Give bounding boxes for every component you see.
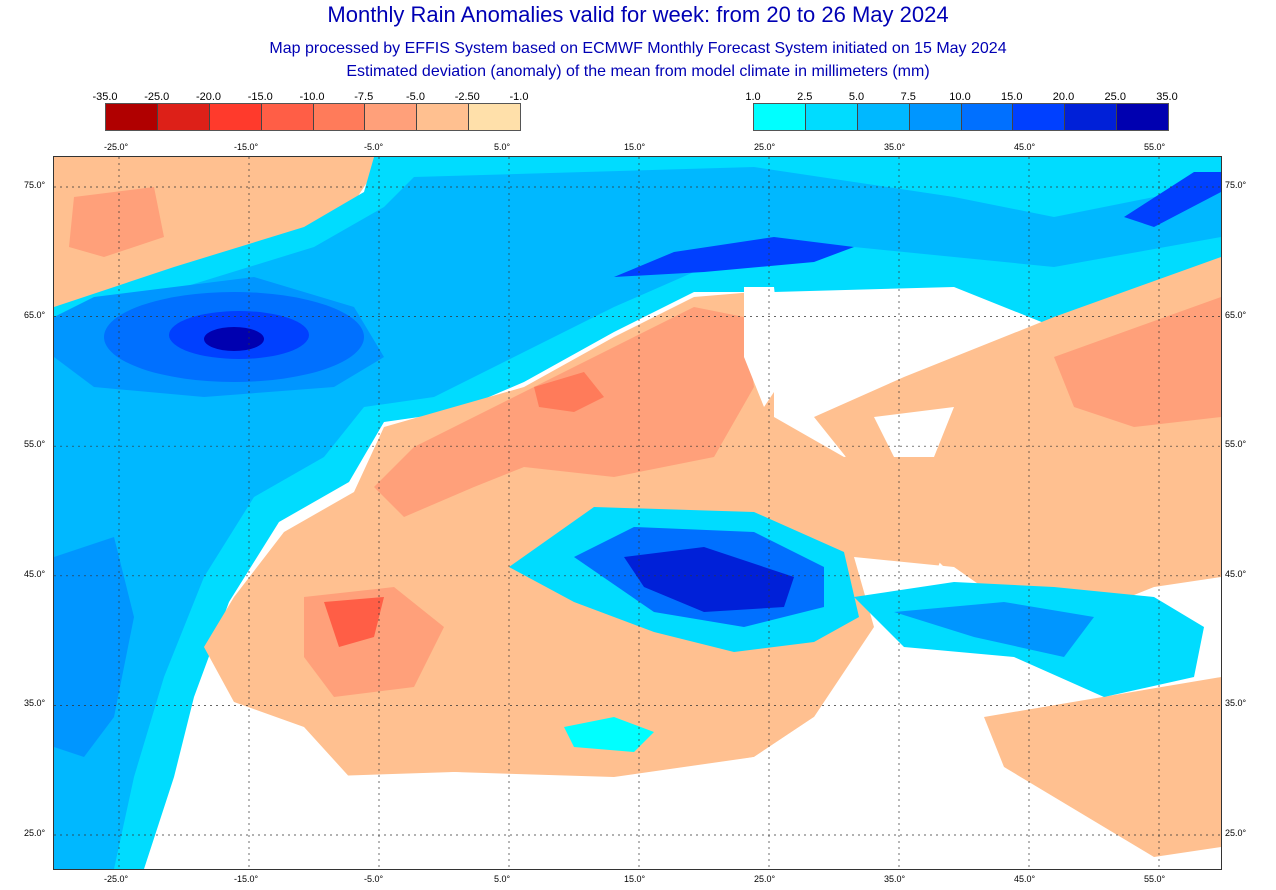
coordinate-label: 25.0° [754,142,776,152]
coordinate-label: 45.0° [1014,874,1036,884]
legend-swatch [1117,104,1168,130]
map-subtitle-source: Map processed by EFFIS System based on E… [269,40,1007,57]
anomaly-dry-east-core [1054,297,1221,427]
coordinate-label: -25.0° [104,142,129,152]
legend-negative-anomaly [105,103,521,131]
legend-swatch [157,104,210,130]
anomaly-dry-iberia-core [324,597,384,647]
legend-label: 10.0 [949,91,971,103]
legend-swatch [805,104,858,130]
legend-swatch [417,104,470,130]
coordinate-label: 35.0° [884,142,906,152]
anomaly-dry-europe-core [374,307,754,517]
no-anomaly-steppe [874,407,954,457]
coordinate-label: 65.0° [1225,309,1247,320]
anomaly-wet-novaya-zemlya [1124,172,1221,227]
anomaly-wet-iberia-west [54,537,134,757]
legend-label: 1.0 [745,91,761,103]
legend-label: -15.0 [247,91,273,103]
coordinate-label: 25.0° [1225,828,1247,838]
map-title: Monthly Rain Anomalies valid for week: f… [327,2,949,27]
legend-label: 7.5 [900,91,916,103]
coordinate-label: 25.0° [24,828,46,838]
map-subtitle-units: Estimated deviation (anomaly) of the mea… [346,63,930,80]
coordinate-label: 55.0° [24,439,46,450]
anomaly-wet-north-africa [564,717,654,752]
anomaly-wet-scandinavia [614,237,854,277]
legend-label: -35.0 [92,91,118,103]
coordinate-label: 45.0° [1014,142,1036,152]
coordinate-label: -15.0° [234,142,259,152]
coordinate-label: -25.0° [104,874,129,884]
legend-label: 5.0 [848,91,865,103]
coordinate-label: 15.0° [624,142,646,152]
legend-swatch [365,104,418,130]
map-canvas [54,157,1221,869]
legend-label: -25.0 [144,91,170,103]
legend-swatch [469,104,520,130]
coordinate-label: 45.0° [24,568,46,579]
legend-swatch [261,104,314,130]
coordinate-label: 75.0° [24,180,46,190]
anomaly-wet-iceland-peak [204,327,264,351]
legend-label: -10.0 [299,91,325,103]
legend-label: 20.0 [1052,91,1075,103]
coordinate-label: 75.0° [1225,180,1247,190]
coordinate-label: 55.0° [1144,874,1166,884]
coordinate-label: -5.0° [364,874,384,884]
coordinate-label: 35.0° [1225,698,1247,709]
coordinate-label: 15.0° [624,874,646,884]
anomaly-wet-central-europe-core [624,547,794,612]
legend-swatch [1065,104,1118,130]
anomaly-dry-mideast [984,677,1221,857]
anomaly-dry-denmark [534,372,604,412]
coordinate-label: 5.0° [494,874,511,884]
coordinate-label: 55.0° [1144,142,1166,152]
legend-swatch [909,104,962,130]
coordinate-label: 65.0° [24,309,46,320]
no-anomaly-africa [304,717,1154,869]
legend-positive-anomaly [753,103,1169,131]
legend-label: -2.50 [454,91,480,103]
coordinate-label: -15.0° [234,874,259,884]
legend-label: 15.0 [1001,91,1023,103]
legend-label: 25.0 [1104,91,1126,103]
coordinate-label: 55.0° [1225,439,1247,450]
coordinate-label: 35.0° [884,874,906,884]
legend-swatch [857,104,910,130]
graticule [54,157,1221,869]
coordinate-label: 25.0° [754,874,776,884]
legend-swatch [209,104,262,130]
no-anomaly-baltic [744,287,784,407]
coordinate-label: 45.0° [1225,568,1247,579]
legend-label: 35.0 [1156,91,1178,103]
anomaly-dry-greenland-core [69,187,164,257]
legend-swatch [106,104,158,130]
legend-label: -20.0 [195,91,222,103]
legend-label: -5.0 [406,91,425,103]
legend-label: -1.0 [509,91,529,103]
coordinate-label: 5.0° [494,142,511,152]
legend-label: -7.5 [354,91,374,103]
legend-label: 2.5 [797,91,813,103]
legend-swatch [961,104,1014,130]
legend-swatch [313,104,366,130]
coordinate-label: 35.0° [24,698,46,709]
legend-swatch [1013,104,1066,130]
rain-anomaly-map [53,156,1222,870]
anomaly-wet-east-med-core [894,602,1094,657]
legend-swatch [754,104,806,130]
coordinate-label: -5.0° [364,142,384,152]
